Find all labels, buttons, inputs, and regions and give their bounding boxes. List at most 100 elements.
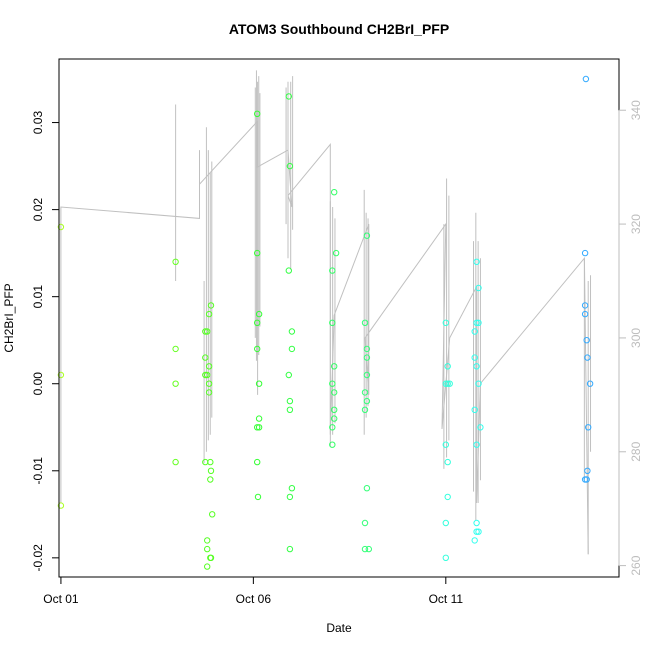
data-point-75 [442, 519, 449, 527]
data-point-51 [329, 380, 336, 387]
data-point-94 [475, 380, 482, 387]
data-point-91 [473, 528, 480, 535]
data-point-82 [471, 328, 478, 335]
data-point-65 [363, 232, 371, 239]
data-point-34 [255, 380, 263, 387]
data-point-66 [363, 345, 371, 353]
data-point-103 [583, 476, 590, 483]
data-point-8 [202, 354, 209, 361]
data-point-35 [255, 415, 263, 422]
points-layer [57, 75, 594, 570]
data-point-40 [285, 371, 292, 379]
data-point-77 [444, 363, 451, 370]
data-point-7 [202, 328, 209, 335]
data-point-33 [255, 310, 263, 318]
data-point-90 [473, 519, 480, 527]
data-point-79 [444, 458, 451, 466]
data-point-15 [204, 563, 211, 570]
data-point-21 [207, 476, 214, 483]
data-point-86 [473, 258, 480, 265]
x-tick-label-0: Oct 01 [43, 592, 79, 606]
data-point-13 [204, 537, 211, 544]
data-point-18 [205, 380, 213, 387]
data-point-17 [205, 363, 213, 370]
data-point-99 [581, 310, 589, 318]
data-point-58 [331, 415, 338, 422]
data-point-26 [209, 511, 216, 518]
data-point-55 [331, 363, 338, 370]
data-point-41 [286, 162, 294, 170]
data-point-74 [442, 441, 449, 448]
x-tick-label-2: Oct 11 [429, 592, 464, 606]
data-point-31 [254, 424, 261, 431]
data-point-42 [286, 397, 294, 405]
data-point-28 [254, 249, 261, 257]
y-tick-label-4: 0.02 [31, 198, 45, 222]
chart-title: ATOM3 Southbound CH2BrI_PFP [229, 21, 449, 37]
data-point-32 [254, 458, 261, 466]
data-point-48 [288, 485, 296, 492]
data-point-104 [584, 354, 591, 361]
data-point-24 [207, 467, 215, 474]
data-point-70 [363, 485, 371, 492]
data-point-45 [286, 545, 294, 553]
y-tick-label-2: 0.00 [31, 372, 45, 396]
data-point-47 [288, 345, 296, 353]
y-axis-label: CH2BrI_PFP [2, 283, 16, 352]
data-point-87 [473, 319, 480, 326]
data-point-57 [331, 406, 338, 413]
data-point-73 [442, 380, 449, 387]
data-point-37 [254, 493, 262, 501]
secondary-series-layer [60, 70, 592, 555]
data-point-16 [205, 310, 213, 318]
data-point-107 [586, 380, 594, 387]
y-tick-label-0: -0.02 [31, 544, 45, 572]
y-tick-label-1: -0.01 [31, 457, 45, 485]
data-point-56 [331, 389, 338, 396]
data-point-85 [471, 537, 478, 544]
y-tick-label-3: 0.01 [31, 285, 45, 309]
y2-tick-label-0: 260 [629, 555, 643, 575]
data-point-81 [446, 380, 453, 387]
data-point-59 [332, 249, 340, 257]
x-axis-label: Date [326, 621, 352, 635]
data-point-93 [475, 319, 482, 326]
data-point-67 [363, 354, 371, 361]
data-point-50 [329, 319, 336, 326]
data-point-30 [254, 345, 261, 353]
y2-tick-label-3: 320 [629, 214, 643, 234]
data-point-68 [363, 371, 371, 379]
data-point-72 [442, 319, 449, 326]
data-point-80 [444, 493, 451, 501]
data-point-69 [363, 397, 371, 405]
data-point-61 [361, 389, 369, 396]
data-point-102 [583, 337, 590, 344]
data-point-88 [473, 363, 480, 370]
data-point-97 [581, 249, 589, 257]
data-point-12 [204, 371, 211, 379]
y2-tick-label-1: 280 [629, 441, 643, 461]
y2-axis: 260 280 300 320 340 [618, 100, 643, 576]
data-point-4 [172, 345, 179, 353]
data-point-84 [471, 406, 478, 413]
x-tick-label-1: Oct 06 [236, 592, 272, 606]
data-point-92 [475, 284, 482, 292]
data-point-52 [329, 424, 336, 431]
data-point-27 [254, 110, 261, 118]
y-tick-label-5: 0.03 [31, 111, 45, 135]
data-point-44 [286, 493, 294, 501]
data-point-49 [329, 267, 336, 274]
data-point-101 [582, 75, 590, 83]
y2-tick-label-2: 300 [629, 328, 643, 348]
data-point-9 [202, 371, 209, 379]
x-axis: Oct 01 Oct 06 Oct 11 [43, 576, 464, 606]
y-axis: -0.02 -0.01 0.00 0.01 0.02 0.03 [31, 111, 60, 572]
data-point-25 [207, 554, 215, 561]
data-point-36 [255, 424, 263, 431]
data-point-29 [254, 319, 261, 326]
data-point-78 [444, 380, 451, 387]
data-point-89 [473, 441, 480, 448]
data-point-20 [207, 458, 214, 466]
data-point-38 [285, 93, 292, 100]
